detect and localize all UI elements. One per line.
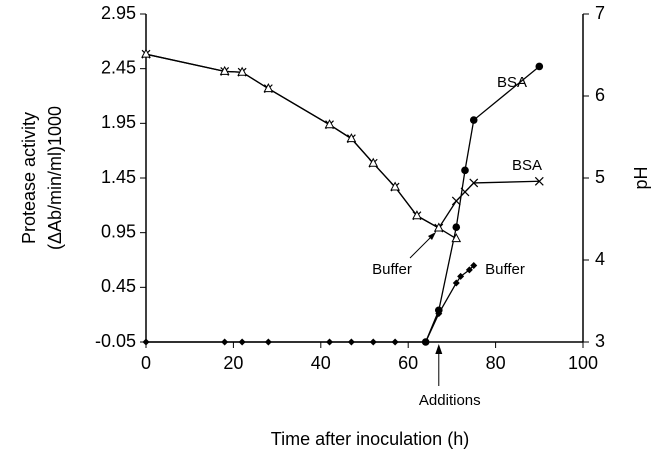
y2-tick-label: 3 (595, 331, 605, 351)
marker (264, 338, 272, 346)
marker (369, 338, 377, 346)
marker (368, 157, 379, 167)
y-axis-label: (ΔAb/min/ml)1000 (45, 106, 65, 250)
annotation: Additions (419, 392, 481, 409)
marker (346, 133, 357, 143)
marker (237, 66, 247, 76)
annotation-arrow-head (435, 344, 443, 354)
marker (433, 222, 444, 232)
marker (324, 119, 335, 129)
series-line (146, 265, 475, 343)
y-tick-label: 0.45 (101, 276, 136, 296)
marker (435, 310, 443, 318)
marker (457, 272, 465, 280)
marker (451, 233, 462, 243)
marker (469, 178, 479, 188)
marker (422, 338, 430, 346)
marker (142, 338, 150, 346)
y2-tick-label: 4 (595, 249, 605, 269)
y-tick-label: 1.95 (101, 112, 136, 132)
marker (263, 83, 274, 93)
y-tick-label: 1.45 (101, 167, 136, 187)
arrow-head (428, 232, 436, 240)
series-label: Buffer (485, 261, 525, 278)
marker (465, 266, 473, 274)
marker (534, 176, 544, 186)
x-tick-label: 100 (568, 353, 598, 373)
marker (451, 196, 461, 206)
y2-tick-label: 5 (595, 167, 605, 187)
y-tick-label: 2.95 (101, 3, 136, 23)
x-tick-label: 40 (311, 353, 331, 373)
marker (326, 338, 334, 346)
series-label: Buffer (372, 261, 412, 278)
series-line (425, 65, 540, 343)
marker (470, 261, 478, 269)
y-tick-label: -0.05 (95, 331, 136, 351)
x-tick-label: 20 (223, 353, 243, 373)
y-axis-label: Protease activity (19, 112, 39, 244)
x-tick-label: 60 (398, 353, 418, 373)
marker (452, 223, 461, 231)
marker (390, 181, 400, 191)
y2-tick-label: 6 (595, 85, 605, 105)
series-line (145, 53, 457, 240)
y-tick-label: 0.95 (101, 221, 136, 241)
x-tick-label: 80 (486, 353, 506, 373)
x-tick-label: 0 (141, 353, 151, 373)
y2-axis-label: pH (631, 166, 651, 189)
marker (221, 338, 229, 346)
marker (238, 338, 246, 346)
marker (412, 210, 422, 220)
y-tick-label: 2.45 (101, 57, 136, 77)
marker (535, 62, 544, 71)
x-axis-label: Time after inoculation (h) (271, 429, 469, 449)
marker (141, 48, 151, 58)
series-label: BSA (497, 74, 527, 91)
marker (452, 279, 460, 287)
series-label: BSA (512, 157, 542, 174)
marker (347, 338, 355, 346)
marker (219, 65, 230, 75)
series-line (145, 53, 540, 229)
marker (460, 187, 470, 197)
marker (391, 338, 399, 346)
marker (469, 116, 478, 124)
marker (461, 166, 469, 175)
y2-tick-label: 7 (595, 3, 605, 23)
